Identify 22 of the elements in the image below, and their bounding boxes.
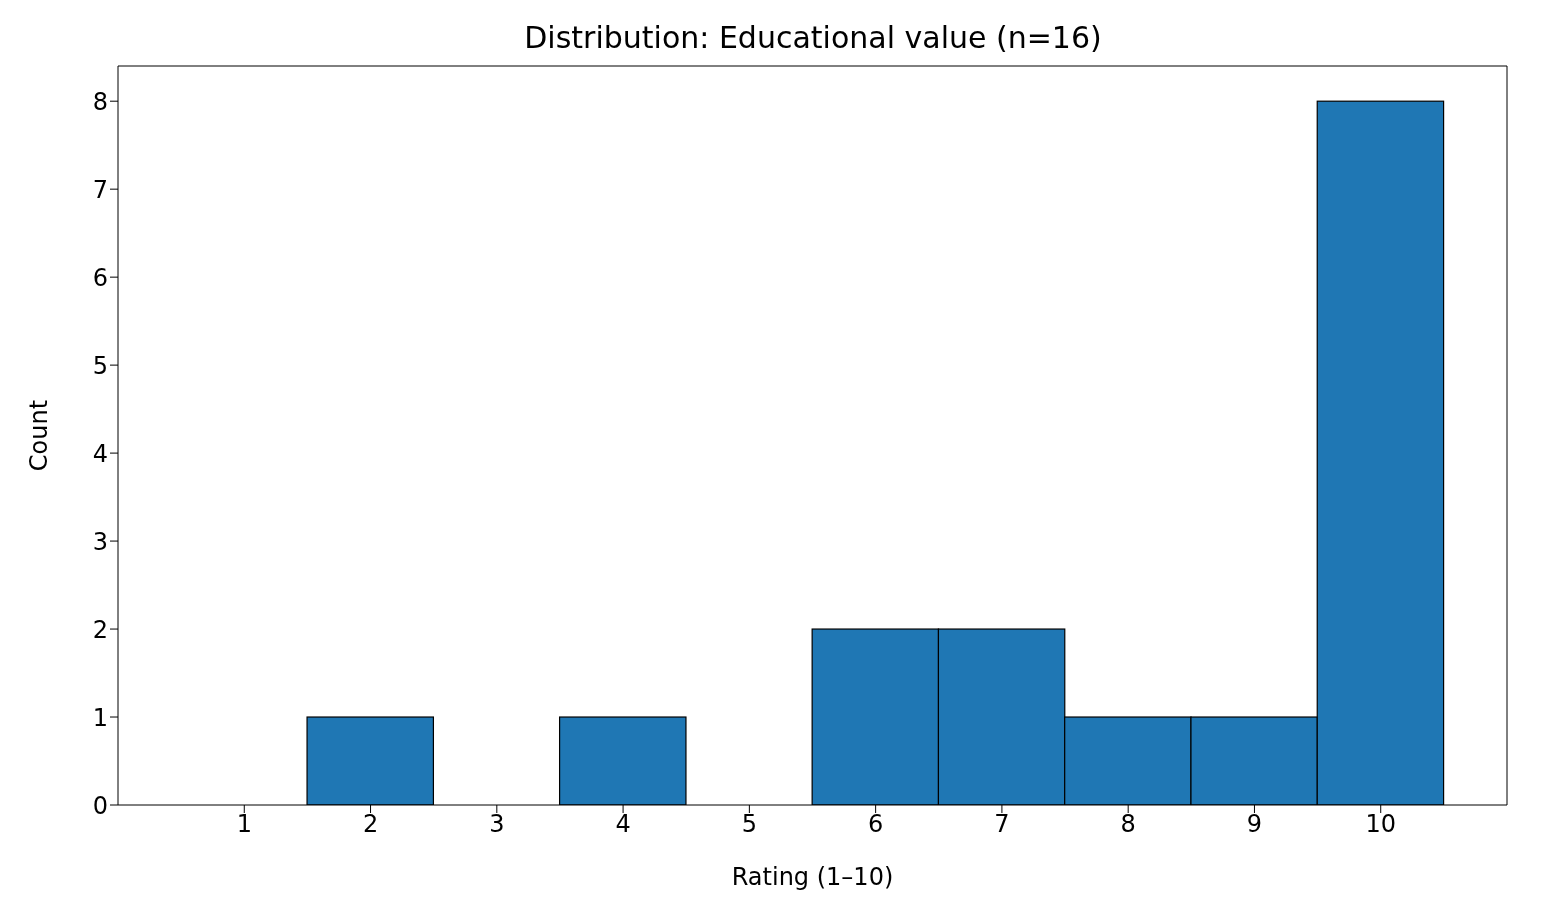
y-tick-label: 1 (92, 703, 108, 732)
y-tick-label: 4 (92, 439, 108, 468)
x-tick-label: 5 (741, 810, 757, 839)
y-tick-label: 7 (92, 175, 108, 204)
x-tick-label: 3 (489, 810, 505, 839)
y-tick-label: 3 (92, 527, 108, 556)
x-tick-label: 8 (1120, 810, 1136, 839)
y-tick-label: 6 (92, 263, 108, 292)
x-tick-label: 10 (1365, 810, 1396, 839)
x-tick-label: 6 (868, 810, 884, 839)
y-tick-label: 8 (92, 87, 108, 116)
x-tick-label: 7 (994, 810, 1010, 839)
x-tick-label: 4 (615, 810, 631, 839)
y-axis-title: Count (24, 399, 53, 472)
x-tick-label: 1 (236, 810, 252, 839)
x-tick-label: 9 (1246, 810, 1263, 839)
y-tick-label: 0 (92, 791, 108, 820)
x-axis-title: Rating (1–10) (731, 863, 894, 891)
y-tick-label: 2 (92, 615, 108, 644)
chart-title: Distribution: Educational value (n=16) (523, 20, 1103, 55)
y-tick-label: 5 (92, 351, 108, 380)
x-tick-label: 2 (362, 810, 379, 839)
